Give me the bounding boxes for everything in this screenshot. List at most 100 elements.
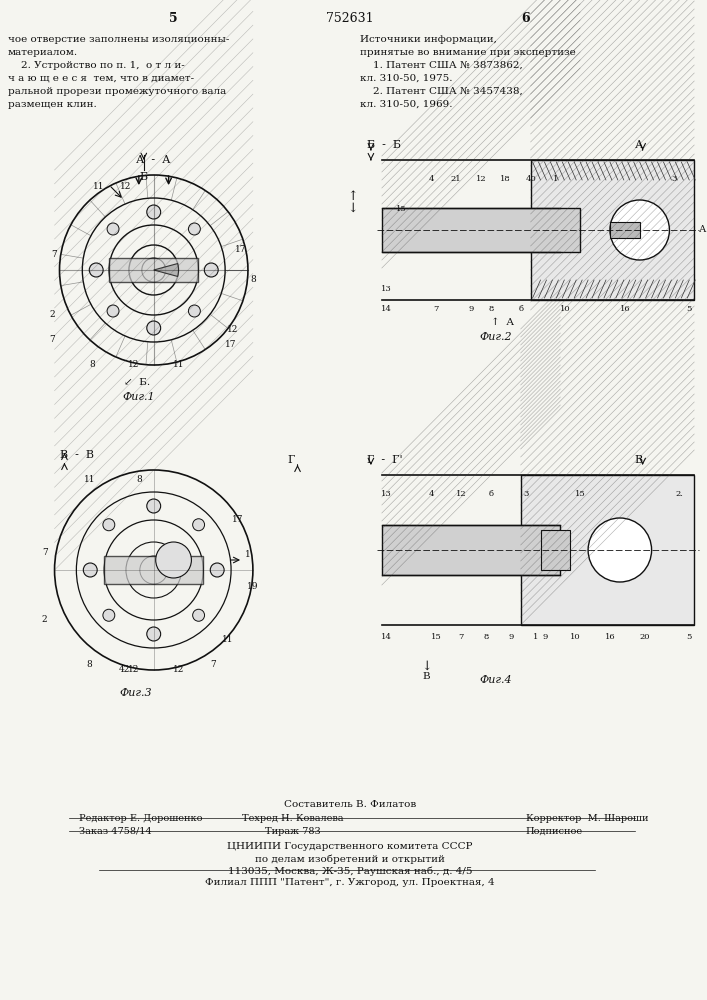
Text: 12: 12 [456, 490, 467, 498]
Bar [382, 525, 561, 575]
Bar [610, 222, 640, 238]
Bar [541, 530, 571, 570]
Text: Подписное: Подписное [525, 827, 583, 836]
Text: 12: 12 [128, 360, 139, 369]
Text: 19: 19 [247, 582, 259, 591]
Text: по делам изобретений и открытий: по делам изобретений и открытий [255, 854, 445, 863]
Text: 15: 15 [575, 490, 585, 498]
Text: 18: 18 [501, 175, 511, 183]
Text: 14: 14 [381, 633, 392, 641]
Text: 2. Устройство по п. 1,  о т л и-: 2. Устройство по п. 1, о т л и- [8, 61, 185, 70]
Text: 7: 7 [52, 250, 57, 259]
Text: Фиг.4: Фиг.4 [479, 675, 512, 685]
Text: 12: 12 [228, 325, 239, 334]
Text: Б: Б [140, 172, 148, 182]
Text: 7: 7 [433, 305, 439, 313]
Text: 11: 11 [223, 635, 234, 644]
Text: 8: 8 [484, 633, 489, 641]
Text: Тираж 783: Тираж 783 [264, 827, 320, 836]
Text: 7: 7 [42, 548, 47, 557]
Text: размещен клин.: размещен клин. [8, 100, 97, 109]
Text: Фиг.2: Фиг.2 [479, 332, 512, 342]
Text: 752631: 752631 [326, 12, 374, 25]
Circle shape [107, 223, 119, 235]
Text: материалом.: материалом. [8, 48, 78, 57]
Wedge shape [153, 264, 178, 276]
Text: 42: 42 [118, 665, 129, 674]
Text: 12: 12 [173, 665, 185, 674]
Text: ↑: ↑ [347, 190, 357, 203]
Text: 2: 2 [49, 310, 55, 319]
Text: А  -  А: А - А [136, 155, 171, 165]
Text: ↑  А: ↑ А [491, 318, 514, 327]
Text: 11: 11 [83, 475, 95, 484]
Text: 11: 11 [173, 360, 185, 369]
Text: ↓: ↓ [421, 660, 432, 673]
Circle shape [189, 305, 200, 317]
Text: Г: Г [288, 455, 295, 465]
Text: 7: 7 [49, 335, 55, 344]
Text: 8: 8 [136, 475, 141, 484]
Text: 20: 20 [639, 633, 650, 641]
Text: 113035, Москва, Ж-35, Раушская наб., д. 4/5: 113035, Москва, Ж-35, Раушская наб., д. … [228, 866, 472, 876]
Text: В: В [423, 672, 431, 681]
Circle shape [610, 200, 670, 260]
Text: 9: 9 [543, 633, 548, 641]
Text: 4: 4 [428, 490, 434, 498]
Circle shape [588, 518, 652, 582]
Circle shape [147, 321, 160, 335]
Text: 21: 21 [451, 175, 462, 183]
Text: 5: 5 [686, 633, 692, 641]
Circle shape [147, 205, 160, 219]
Text: 14: 14 [381, 305, 392, 313]
Text: принятые во внимание при экспертизе: принятые во внимание при экспертизе [360, 48, 575, 57]
Text: 3: 3 [672, 175, 677, 183]
Text: 7: 7 [211, 660, 216, 669]
Text: 2: 2 [42, 615, 47, 624]
Text: 17: 17 [235, 245, 247, 254]
Text: 17: 17 [226, 340, 237, 349]
Circle shape [83, 563, 97, 577]
Text: Филиал ППП "Патент", г. Ужгород, ул. Проектная, 4: Филиал ППП "Патент", г. Ужгород, ул. Про… [205, 878, 495, 887]
Circle shape [210, 563, 224, 577]
Text: 15: 15 [397, 205, 407, 213]
Bar [520, 475, 694, 625]
Text: ч а ю щ е е с я  тем, что в диамет-: ч а ю щ е е с я тем, что в диамет- [8, 74, 194, 83]
Text: 5: 5 [686, 305, 692, 313]
Text: чое отверстие заполнены изоляционны-: чое отверстие заполнены изоляционны- [8, 35, 229, 44]
Circle shape [107, 305, 119, 317]
Text: ↓: ↓ [347, 202, 357, 215]
Bar [104, 556, 204, 584]
Text: А: А [635, 140, 643, 150]
Text: 11: 11 [93, 182, 105, 191]
Text: А: А [699, 225, 706, 234]
Text: 8: 8 [489, 305, 493, 313]
Text: 3: 3 [523, 490, 528, 498]
Circle shape [192, 609, 204, 621]
Text: 16: 16 [619, 305, 630, 313]
Text: 1: 1 [245, 550, 251, 559]
Text: В  -  В: В - В [59, 450, 93, 460]
Text: Фиг.1: Фиг.1 [122, 392, 155, 402]
Text: 1: 1 [553, 175, 558, 183]
Text: 10: 10 [570, 633, 580, 641]
Circle shape [89, 263, 103, 277]
Text: 1. Патент США № 3873862,: 1. Патент США № 3873862, [360, 61, 522, 70]
Text: Составитель В. Филатов: Составитель В. Филатов [284, 800, 416, 809]
Text: 17: 17 [233, 515, 244, 524]
Text: 16: 16 [604, 633, 615, 641]
Text: 10: 10 [560, 305, 571, 313]
Text: Корректор  М. Шароши: Корректор М. Шароши [525, 814, 648, 823]
Text: Заказ 4758/14: Заказ 4758/14 [79, 827, 152, 836]
Text: ральной прорези промежуточного вала: ральной прорези промежуточного вала [8, 87, 226, 96]
Circle shape [103, 519, 115, 531]
Text: 12: 12 [120, 182, 132, 191]
Bar [382, 208, 580, 252]
Text: ЦНИИПИ Государственного комитета СССР: ЦНИИПИ Государственного комитета СССР [228, 842, 473, 851]
Circle shape [192, 519, 204, 531]
Text: 12: 12 [128, 665, 139, 674]
Circle shape [103, 609, 115, 621]
Bar [109, 258, 199, 282]
Text: 6: 6 [521, 12, 530, 25]
Text: 4: 4 [428, 175, 434, 183]
